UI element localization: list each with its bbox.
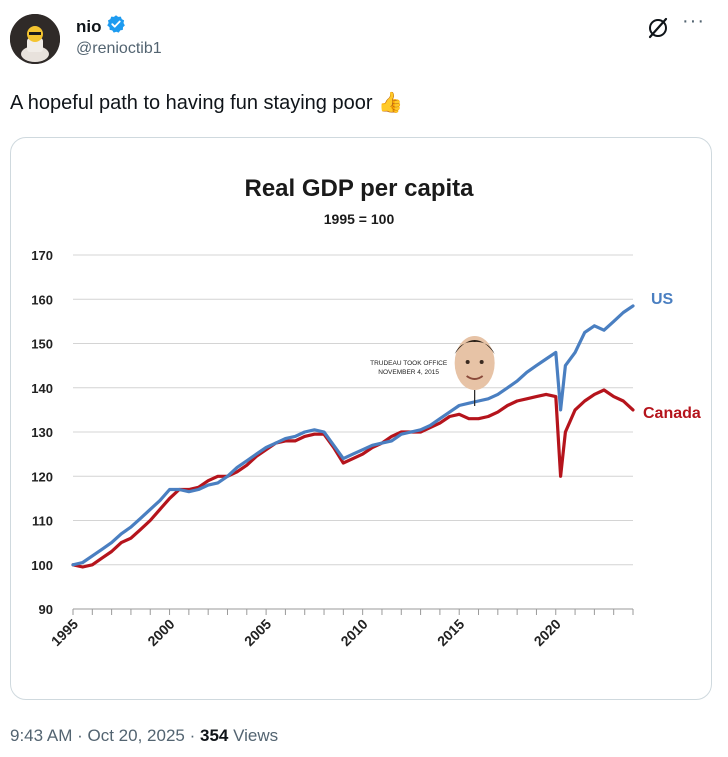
- verified-badge-icon: [106, 14, 126, 39]
- series-line-us: [71, 304, 635, 567]
- thumbs-up-emoji: 👍: [378, 92, 403, 114]
- grok-icon[interactable]: [646, 16, 670, 40]
- x-axis: 1995 2000 2005 2010 2015 2020: [48, 608, 634, 649]
- x-tick-label: 2020: [531, 616, 564, 649]
- gdp-chart: Real GDP per capita 1995 = 100 90 100 110 1…: [31, 175, 701, 649]
- portrait-icon: [454, 336, 495, 390]
- tweet-date[interactable]: Oct 20, 2025: [87, 726, 185, 745]
- y-tick-label: 150: [31, 337, 53, 352]
- media-card[interactable]: Real GDP per capita 1995 = 100 90 100 110 1…: [10, 137, 712, 700]
- author-handle[interactable]: @renioctib1: [76, 40, 162, 57]
- tweet-text: A hopeful path to having fun staying poo…: [10, 90, 403, 115]
- x-tick-label: 1995: [48, 616, 81, 649]
- y-tick-label: 110: [32, 514, 53, 529]
- author-row: nio: [76, 14, 126, 39]
- series-line-canada: [71, 388, 635, 569]
- y-tick-label: 120: [31, 469, 53, 484]
- tweet-time[interactable]: 9:43 AM: [10, 726, 73, 745]
- y-tick-label: 130: [31, 425, 53, 440]
- x-tick-label: 2010: [337, 616, 370, 649]
- y-tick-label: 100: [31, 558, 53, 573]
- chart-subtitle: 1995 = 100: [324, 211, 395, 227]
- tweet-meta: 9:43 AM · Oct 20, 2025 · 354 Views: [10, 726, 278, 746]
- chart-title: Real GDP per capita: [245, 175, 475, 202]
- series-label-us: US: [651, 291, 674, 308]
- x-tick-label: 2000: [144, 616, 177, 649]
- more-icon[interactable]: ···: [682, 10, 705, 32]
- y-tick-label: 90: [39, 602, 53, 617]
- series-label-canada: Canada: [643, 405, 701, 422]
- view-count: 354: [200, 726, 229, 745]
- y-tick-label: 160: [31, 292, 53, 307]
- chart-series: Canada US: [71, 291, 701, 569]
- annotation-text: NOVEMBER 4, 2015: [378, 369, 439, 376]
- views-label: Views: [233, 726, 279, 745]
- annotation-text: TRUDEAU TOOK OFFICE: [370, 360, 448, 367]
- chart-gridlines: [73, 254, 633, 566]
- y-tick-label: 170: [31, 248, 53, 263]
- avatar-image: [10, 14, 60, 64]
- y-tick-label: 140: [31, 381, 53, 396]
- tweet-body: A hopeful path to having fun staying poo…: [10, 92, 373, 114]
- x-tick-label: 2015: [434, 616, 467, 649]
- meta-separator: ·: [77, 726, 83, 745]
- chart-annotation: TRUDEAU TOOK OFFICE NOVEMBER 4, 2015: [370, 336, 495, 406]
- x-tick-label: 2005: [241, 616, 274, 649]
- y-axis-ticks: 90 100 110 120 130 140 150 160 170: [31, 248, 53, 617]
- meta-separator: ·: [189, 726, 196, 745]
- avatar[interactable]: [10, 14, 60, 64]
- author-name[interactable]: nio: [76, 16, 102, 36]
